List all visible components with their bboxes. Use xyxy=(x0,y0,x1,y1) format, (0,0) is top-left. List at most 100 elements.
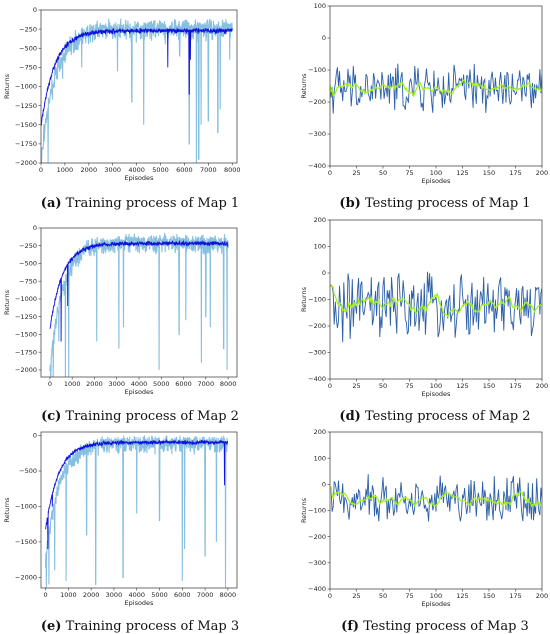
y-tick-label: −300 xyxy=(308,559,326,567)
series-line-smoothed xyxy=(330,285,542,318)
panel-caption-letter: (e) xyxy=(41,619,62,634)
plot-frame xyxy=(40,431,238,589)
y-tick-label: −2000 xyxy=(15,366,37,374)
panel-caption: (f) Testing process of Map 3 xyxy=(341,619,529,634)
x-tick-label: 8000 xyxy=(220,591,237,599)
y-axis-label: Returns xyxy=(300,286,308,312)
x-tick-label: 2000 xyxy=(83,591,100,599)
x-tick-label: 125 xyxy=(456,382,468,390)
x-tick-label: 8000 xyxy=(224,166,241,174)
x-tick-label: 150 xyxy=(483,382,495,390)
y-tick-label: −100 xyxy=(308,296,326,304)
chart-3: 0 1000 2000 3000 4000 5000 6000 7000 8000 0 −250 −5… xyxy=(3,224,239,424)
y-tick-label: −750 xyxy=(19,277,37,285)
x-tick-label: 6000 xyxy=(175,380,192,388)
y-tick-label: −500 xyxy=(19,260,37,268)
series-line-smoothed xyxy=(49,239,229,342)
x-tick-label: 5000 xyxy=(151,591,168,599)
y-tick-label: −200 xyxy=(308,533,326,541)
y-tick-label: 100 xyxy=(314,243,326,251)
x-axis-label: Episodes xyxy=(125,388,155,396)
x-tick-label: 7000 xyxy=(198,380,215,388)
y-tick-label: −750 xyxy=(19,64,37,72)
x-tick-label: 200 xyxy=(536,382,548,390)
x-tick-label: 1000 xyxy=(60,591,77,599)
x-tick-label: 3000 xyxy=(104,166,121,174)
x-tick-label: 75 xyxy=(405,592,413,600)
x-tick-label: 4000 xyxy=(128,591,145,599)
chart-5: 0 1000 2000 3000 4000 5000 6000 7000 8000 0 −500 −1… xyxy=(3,431,239,634)
y-axis-label: Returns xyxy=(300,497,308,523)
x-tick-label: 25 xyxy=(352,169,360,177)
y-tick-label: −200 xyxy=(308,98,326,106)
panel-caption: (a) Training process of Map 1 xyxy=(41,196,239,211)
x-axis-label: Episodes xyxy=(422,177,452,185)
x-tick-label: 50 xyxy=(379,169,387,177)
panel-caption-letter: (a) xyxy=(41,196,62,211)
y-tick-label: 0 xyxy=(322,481,326,489)
x-tick-label: 0 xyxy=(328,592,332,600)
y-tick-label: −250 xyxy=(19,25,37,33)
x-tick-label: 50 xyxy=(379,382,387,390)
y-tick-label: 100 xyxy=(314,454,326,462)
x-tick-label: 1000 xyxy=(57,166,74,174)
x-tick-label: 0 xyxy=(328,169,332,177)
y-tick-label: 0 xyxy=(322,269,326,277)
y-tick-label: −1500 xyxy=(15,121,37,129)
y-tick-label: −2000 xyxy=(15,574,37,582)
y-tick-label: −2000 xyxy=(15,159,37,167)
panel-caption-letter: (f) xyxy=(341,619,359,634)
x-axis-label: Episodes xyxy=(422,390,452,398)
series-line-smoothed xyxy=(45,438,229,550)
x-tick-label: 50 xyxy=(379,592,387,600)
y-tick-label: −100 xyxy=(308,66,326,74)
panel-caption-text: Training process of Map 1 xyxy=(62,196,240,211)
x-tick-label: 5000 xyxy=(152,166,169,174)
y-tick-label: −400 xyxy=(308,585,326,593)
x-tick-label: 175 xyxy=(509,169,521,177)
panel-caption: (d) Testing process of Map 2 xyxy=(339,409,530,424)
y-tick-label: −1000 xyxy=(15,295,37,303)
y-tick-label: −400 xyxy=(308,375,326,383)
panel-caption: (b) Testing process of Map 1 xyxy=(339,196,530,211)
x-tick-label: 200 xyxy=(536,592,548,600)
x-axis-label: Episodes xyxy=(422,600,452,608)
y-tick-label: −1000 xyxy=(15,83,37,91)
x-tick-label: 7000 xyxy=(200,166,217,174)
y-tick-label: −1000 xyxy=(15,503,37,511)
y-tick-label: −300 xyxy=(308,349,326,357)
panel-caption-letter: (d) xyxy=(339,409,360,424)
x-tick-label: 0 xyxy=(43,591,47,599)
series-line-raw xyxy=(330,271,542,343)
y-axis-label: Returns xyxy=(3,73,11,99)
panel-caption-text: Testing process of Map 3 xyxy=(359,619,529,634)
y-tick-label: 0 xyxy=(33,432,37,440)
x-axis-label: Episodes xyxy=(125,174,155,182)
y-tick-label: −1500 xyxy=(15,331,37,339)
panel-caption: (c) Training process of Map 2 xyxy=(41,409,239,424)
y-tick-label: −250 xyxy=(19,242,37,250)
x-tick-label: 0 xyxy=(328,382,332,390)
panel-caption-text: Training process of Map 2 xyxy=(61,409,239,424)
x-tick-label: 175 xyxy=(509,592,521,600)
x-tick-label: 25 xyxy=(352,592,360,600)
x-tick-label: 150 xyxy=(483,169,495,177)
x-tick-label: 7000 xyxy=(197,591,214,599)
y-tick-label: 200 xyxy=(314,216,326,224)
x-tick-label: 3000 xyxy=(108,380,125,388)
y-axis-label: Returns xyxy=(300,73,308,99)
chart-6: 0 25 50 75 100 125 150 175 200 200 100 0 −100 −200 −30… xyxy=(300,428,548,634)
x-tick-label: 100 xyxy=(430,382,442,390)
series-line-smoothed xyxy=(330,79,542,98)
y-tick-label: 0 xyxy=(322,34,326,42)
x-tick-label: 0 xyxy=(39,166,43,174)
series-line-smoothed xyxy=(330,485,542,508)
x-tick-label: 2000 xyxy=(81,166,98,174)
y-tick-label: 0 xyxy=(33,224,37,232)
panel-caption-letter: (b) xyxy=(339,196,360,211)
y-tick-label: −1250 xyxy=(15,102,37,110)
x-tick-label: 8000 xyxy=(220,380,237,388)
chart-4: 0 25 50 75 100 125 150 175 200 200 100 0 −100 −200 −30… xyxy=(300,216,548,424)
x-tick-label: 200 xyxy=(536,169,548,177)
